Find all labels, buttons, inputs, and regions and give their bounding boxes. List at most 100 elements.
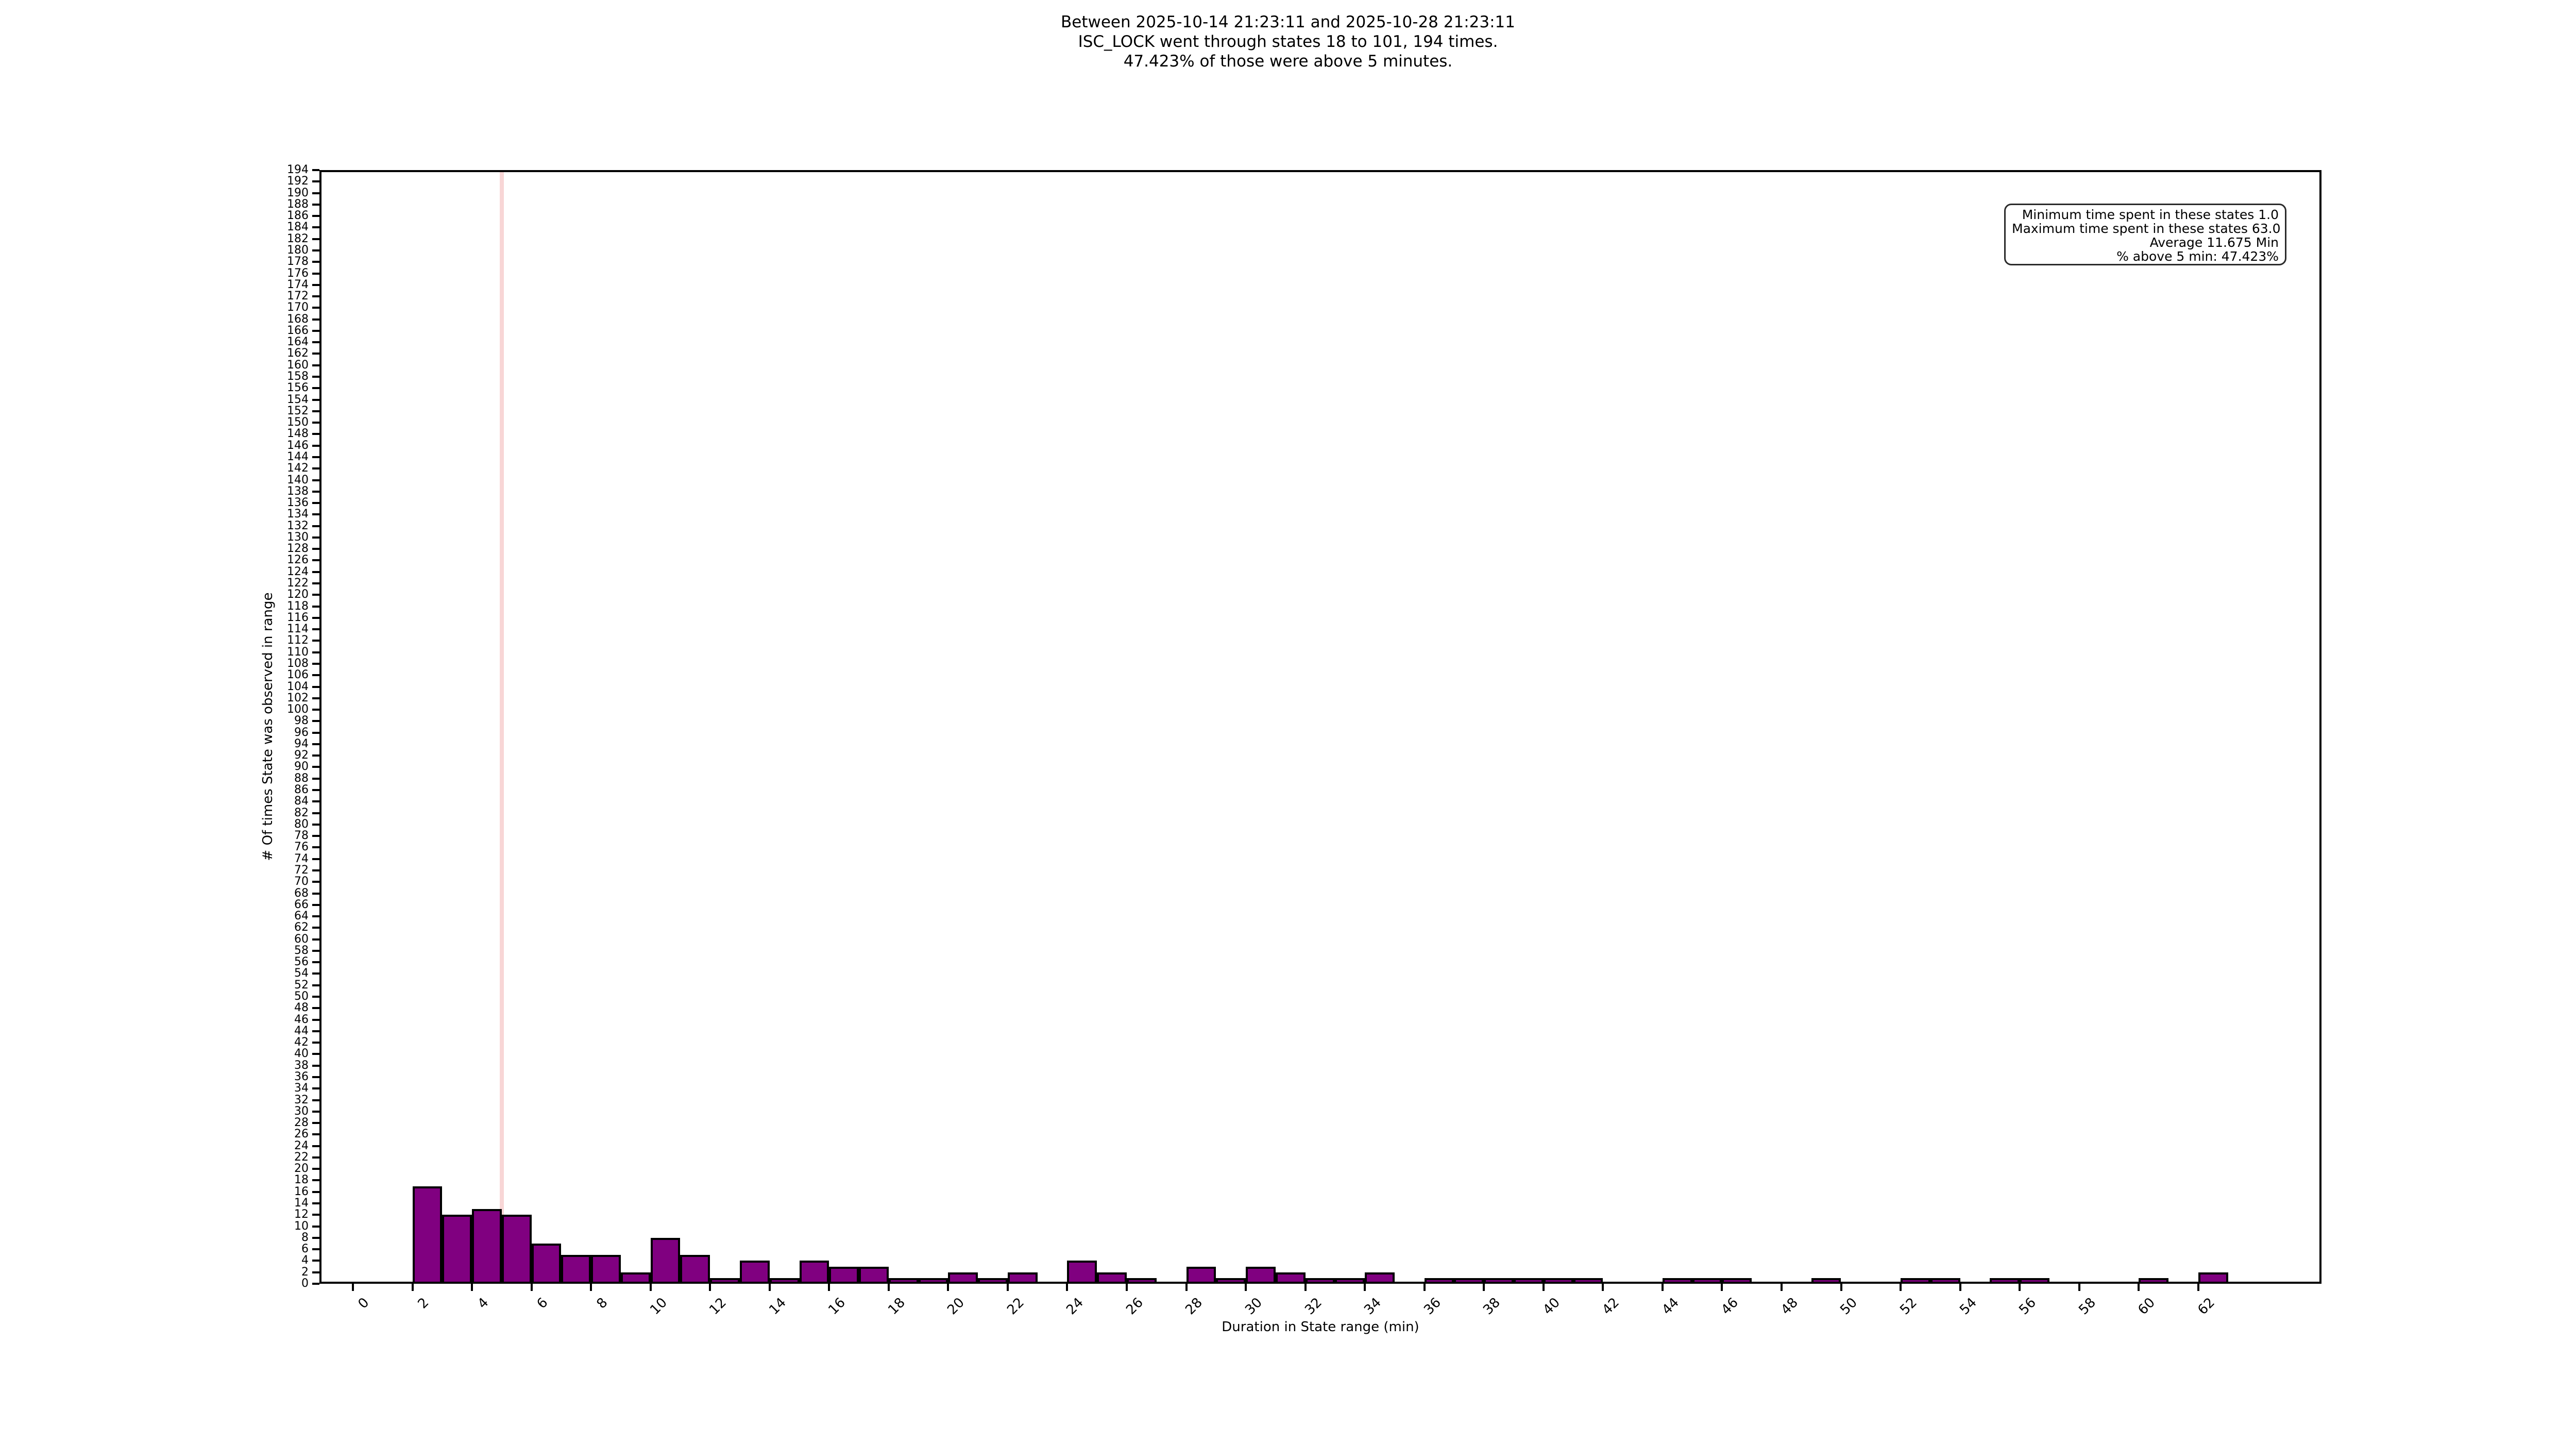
- y-tick-label: 76: [294, 841, 309, 854]
- y-tick-mark: [312, 662, 319, 665]
- y-tick-label: 56: [294, 955, 309, 969]
- y-tick-label: 48: [294, 1001, 309, 1015]
- y-tick-mark: [312, 307, 319, 309]
- y-tick-label: 150: [287, 416, 309, 429]
- y-tick-mark: [312, 605, 319, 608]
- y-tick-mark: [312, 318, 319, 321]
- y-tick-label: 136: [287, 496, 309, 510]
- x-tick-mark: [1602, 1284, 1604, 1291]
- y-tick-label: 46: [294, 1013, 309, 1026]
- x-tick-label: 16: [825, 1295, 849, 1318]
- plot-area: [319, 170, 2321, 1284]
- legend-box: Minimum time spent in these states 1.0 M…: [2004, 204, 2286, 265]
- y-tick-mark: [312, 835, 319, 837]
- y-tick-mark: [312, 341, 319, 344]
- y-tick-mark: [312, 283, 319, 286]
- y-tick-label: 134: [287, 508, 309, 521]
- y-tick-mark: [312, 881, 319, 883]
- x-tick-mark: [411, 1284, 414, 1291]
- bar: [740, 1261, 770, 1284]
- y-tick-label: 12: [294, 1208, 309, 1221]
- y-tick-mark: [312, 525, 319, 527]
- x-tick-label: 22: [1004, 1295, 1027, 1318]
- x-tick-label: 18: [885, 1295, 908, 1318]
- y-tick-mark: [312, 938, 319, 941]
- y-tick-mark: [312, 502, 319, 505]
- y-tick-label: 168: [287, 312, 309, 326]
- y-tick-label: 38: [294, 1059, 309, 1072]
- x-tick-mark: [1661, 1284, 1664, 1291]
- y-tick-mark: [312, 996, 319, 998]
- y-tick-mark: [312, 329, 319, 332]
- x-tick-label: 32: [1301, 1295, 1325, 1318]
- y-tick-label: 4: [301, 1254, 309, 1267]
- y-tick-label: 16: [294, 1185, 309, 1198]
- x-tick-mark: [649, 1284, 652, 1291]
- y-tick-mark: [312, 823, 319, 826]
- y-tick-mark: [312, 927, 319, 929]
- x-tick-mark: [1185, 1284, 1188, 1291]
- bar: [1365, 1272, 1395, 1284]
- y-tick-label: 144: [287, 450, 309, 463]
- x-tick-label: 42: [1599, 1295, 1623, 1318]
- y-tick-mark: [312, 789, 319, 792]
- y-tick-label: 78: [294, 829, 309, 843]
- y-tick-mark: [312, 892, 319, 895]
- y-tick-label: 24: [294, 1139, 309, 1152]
- y-tick-label: 28: [294, 1116, 309, 1130]
- y-tick-label: 188: [287, 197, 309, 211]
- x-tick-mark: [1126, 1284, 1128, 1291]
- y-tick-label: 184: [287, 221, 309, 234]
- y-tick-mark: [312, 1076, 319, 1078]
- y-tick-mark: [312, 628, 319, 631]
- y-tick-label: 82: [294, 806, 309, 819]
- bar: [1424, 1278, 1454, 1284]
- y-tick-label: 132: [287, 519, 309, 532]
- y-tick-label: 34: [294, 1082, 309, 1095]
- y-tick-label: 126: [287, 553, 309, 567]
- y-tick-label: 128: [287, 542, 309, 556]
- bar: [1186, 1266, 1216, 1284]
- y-tick-label: 90: [294, 760, 309, 774]
- bar: [948, 1272, 978, 1284]
- x-tick-label: 20: [944, 1295, 968, 1318]
- y-tick-mark: [312, 582, 319, 585]
- x-tick-mark: [947, 1284, 950, 1291]
- title-line-2: ISC_LOCK went through states 18 to 101, …: [1078, 32, 1498, 51]
- y-tick-mark: [312, 674, 319, 677]
- legend-line: % above 5 min: 47.423%: [2116, 249, 2279, 264]
- y-tick-label: 44: [294, 1024, 309, 1037]
- y-axis-label: # Of times State was observed in range: [260, 592, 276, 861]
- y-tick-mark: [312, 709, 319, 711]
- y-tick-mark: [312, 1110, 319, 1113]
- y-tick-mark: [312, 1156, 319, 1159]
- y-tick-label: 182: [287, 232, 309, 245]
- y-tick-mark: [312, 536, 319, 539]
- y-tick-mark: [312, 215, 319, 217]
- y-tick-label: 20: [294, 1162, 309, 1176]
- y-tick-label: 84: [294, 795, 309, 808]
- bar: [2198, 1272, 2228, 1284]
- x-tick-mark: [590, 1284, 592, 1291]
- y-tick-mark: [312, 410, 319, 412]
- x-tick-label: 0: [355, 1295, 372, 1312]
- y-tick-label: 120: [287, 588, 309, 601]
- y-tick-label: 146: [287, 439, 309, 452]
- bar: [591, 1255, 621, 1284]
- y-tick-label: 172: [287, 290, 309, 303]
- x-tick-label: 10: [647, 1295, 670, 1318]
- y-tick-mark: [312, 398, 319, 401]
- y-tick-mark: [312, 984, 319, 986]
- x-tick-mark: [2197, 1284, 2199, 1291]
- bar: [1246, 1266, 1276, 1284]
- x-tick-label: 44: [1659, 1295, 1682, 1318]
- x-tick-mark: [1006, 1284, 1009, 1291]
- y-tick-mark: [312, 433, 319, 435]
- y-tick-label: 66: [294, 898, 309, 911]
- x-tick-label: 48: [1778, 1295, 1801, 1318]
- y-tick-label: 62: [294, 921, 309, 934]
- bar: [1305, 1278, 1335, 1284]
- y-tick-mark: [312, 972, 319, 975]
- y-tick-mark: [312, 869, 319, 871]
- x-tick-label: 6: [534, 1295, 551, 1312]
